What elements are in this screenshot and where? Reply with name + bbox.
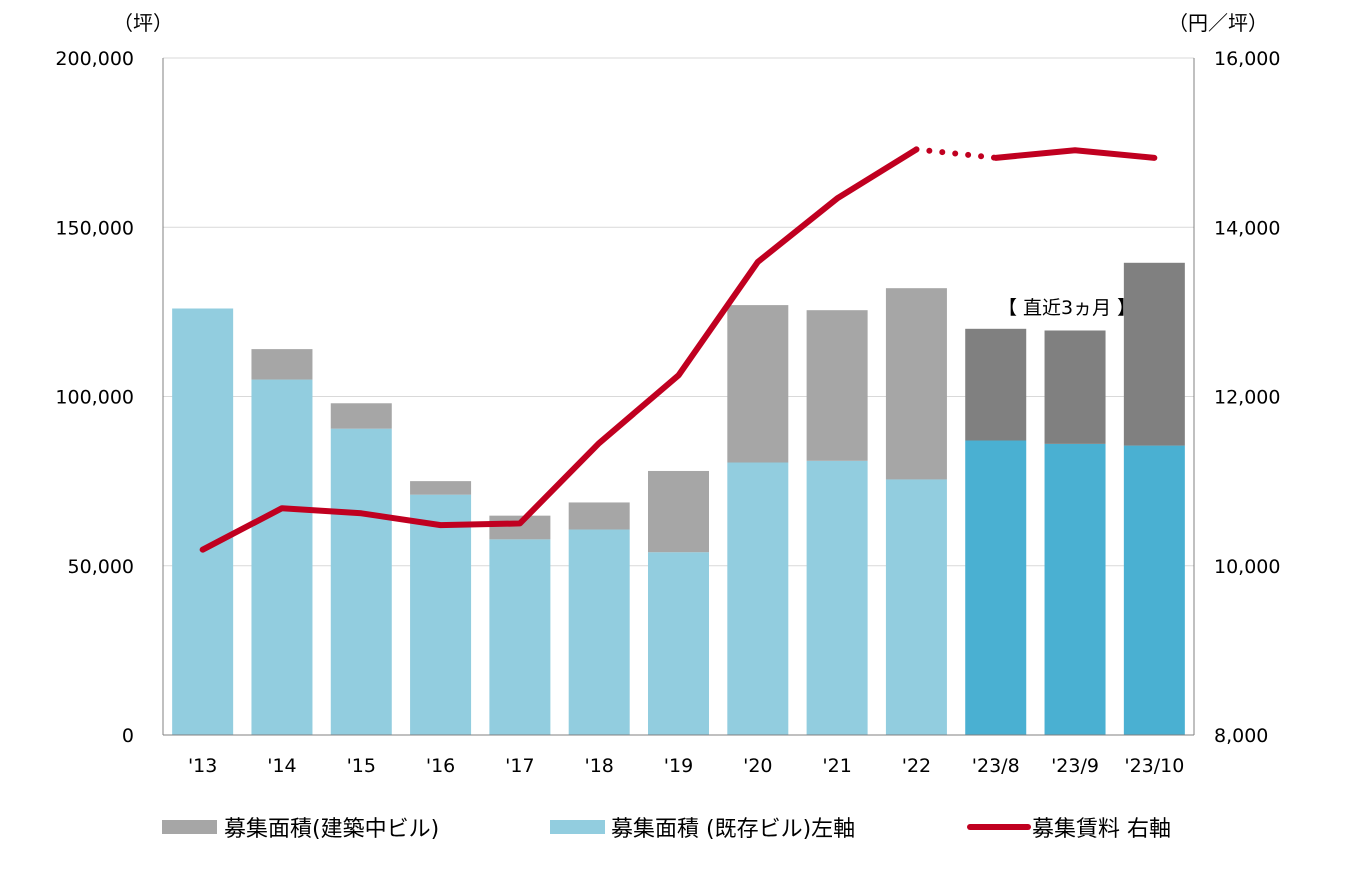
bar-existing-12	[1123, 445, 1185, 735]
x-tick-label: '22	[902, 755, 931, 777]
left-tick-label: 0	[122, 725, 134, 747]
right-tick-label: 10,000	[1214, 556, 1280, 578]
bar-existing-8	[806, 460, 868, 735]
bar-construction-7	[727, 305, 789, 463]
bar-series	[172, 262, 1185, 735]
bar-existing-0	[172, 308, 234, 735]
right-axis-tick-labels: 8,000 10,000 12,000 14,000 16,000	[1214, 48, 1280, 747]
left-axis-tick-labels: 0 50,000 100,000 150,000 200,000	[55, 48, 134, 747]
bar-construction-12	[1123, 262, 1185, 446]
rent-line-recent	[992, 147, 1158, 161]
bar-existing-1	[251, 379, 313, 735]
legend-swatch-construction	[162, 820, 217, 834]
x-tick-label: '19	[664, 755, 693, 777]
x-tick-label: '21	[822, 755, 851, 777]
bar-construction-9	[885, 288, 947, 480]
x-tick-label: '18	[584, 755, 613, 777]
right-tick-label: 8,000	[1214, 725, 1268, 747]
x-tick-label: '13	[188, 755, 217, 777]
x-tick-label: '14	[267, 755, 296, 777]
bar-construction-8	[806, 310, 868, 461]
rent-line-series	[199, 146, 1158, 553]
bar-construction-11	[1044, 330, 1106, 444]
bar-existing-10	[965, 440, 1027, 735]
bar-existing-11	[1044, 443, 1106, 735]
bar-existing-4	[489, 539, 551, 735]
bar-existing-5	[568, 529, 630, 735]
bar-existing-6	[648, 552, 709, 735]
bar-existing-3	[410, 494, 472, 735]
rent-line-dotted	[913, 146, 999, 161]
left-axis-unit: （坪）	[113, 11, 173, 35]
right-tick-label: 16,000	[1214, 48, 1280, 70]
bar-existing-9	[885, 479, 947, 735]
bar-construction-5	[568, 502, 630, 530]
left-tick-label: 150,000	[55, 217, 134, 239]
legend: 募集面積(建築中ビル) 募集面積 (既存ビル)左軸 募集賃料 右軸	[162, 817, 1171, 842]
x-axis-tick-labels: '13 '14 '15 '16 '17 '18 '19 '20 '21 '22 '23/8 '23/9…	[188, 755, 1184, 777]
bar-construction-3	[410, 481, 472, 495]
legend-swatch-existing	[550, 820, 605, 834]
legend-label-construction: 募集面積(建築中ビル)	[224, 817, 439, 842]
x-tick-label: '17	[505, 755, 534, 777]
left-tick-label: 50,000	[68, 556, 134, 578]
legend-label-existing: 募集面積 (既存ビル)左軸	[611, 817, 855, 842]
x-tick-label: '23/9	[1051, 755, 1099, 777]
bar-construction-10	[965, 328, 1027, 441]
right-tick-label: 14,000	[1214, 217, 1280, 239]
right-axis-unit: （円／坪）	[1168, 11, 1268, 35]
bar-construction-6	[648, 470, 709, 553]
x-tick-label: '16	[426, 755, 455, 777]
x-tick-label: '20	[743, 755, 772, 777]
x-tick-label: '15	[347, 755, 376, 777]
bar-construction-2	[330, 403, 392, 429]
left-tick-label: 100,000	[55, 387, 134, 409]
x-tick-label: '23/8	[972, 755, 1020, 777]
bar-existing-2	[330, 428, 392, 735]
rent-line-solid	[199, 146, 920, 553]
x-tick-label: '23/10	[1124, 755, 1184, 777]
bar-construction-1	[251, 349, 313, 380]
recent-3-months-annotation: 【 直近3ヵ月 】	[998, 297, 1136, 319]
legend-label-rent: 募集賃料 右軸	[1032, 817, 1171, 842]
right-tick-label: 12,000	[1214, 387, 1280, 409]
left-tick-label: 200,000	[55, 48, 134, 70]
bar-existing-7	[727, 462, 789, 735]
